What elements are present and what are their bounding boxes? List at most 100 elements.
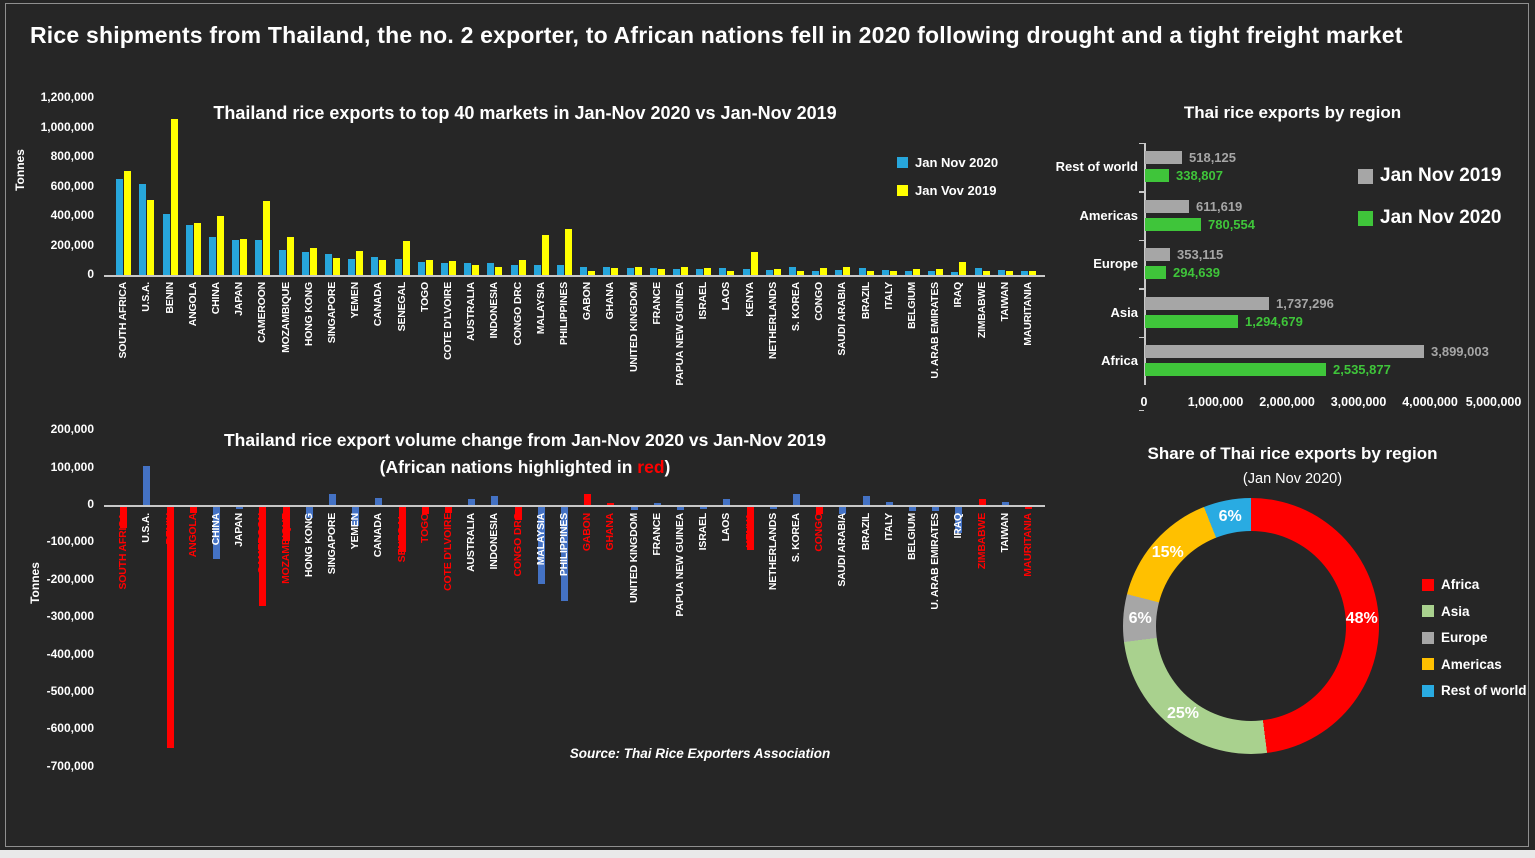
- bar-2020-JAPAN: [232, 240, 240, 275]
- legend-swatch-2019-icon: [897, 185, 908, 196]
- category-label-LAOS: LAOS: [720, 513, 733, 542]
- x-axis-line: [104, 275, 1045, 277]
- legend-item-2019: Jan Vov 2019: [897, 183, 996, 198]
- category-label-TOGO: TOGO: [418, 282, 431, 312]
- donut-legend-label-Europe: Europe: [1441, 630, 1488, 645]
- category-label-ISRAEL: ISRAEL: [697, 282, 710, 320]
- category-label-U.S.A.: U.S.A.: [140, 282, 153, 312]
- bar-2020-CHINA: [208, 237, 216, 275]
- chart-top40-plot-area: 0 200,000 400,000 600,000 800,000 1,000,000 1,…: [0, 85, 1050, 430]
- category-label-CONGO: CONGO: [813, 282, 826, 321]
- bar-2019-PHILIPPINES: [564, 229, 572, 275]
- region-value-2020-Europe: 294,639: [1173, 265, 1220, 280]
- diff-bar-JAPAN: [236, 507, 244, 509]
- y-tick-label: -100,000: [46, 534, 94, 549]
- category-label-KENYA: KENYA: [743, 282, 756, 317]
- region-legend-swatch-2019-icon: [1358, 168, 1373, 184]
- region-bar-2020-Rest of world: [1145, 169, 1169, 182]
- region-bar-2019-Asia: [1145, 296, 1269, 310]
- bar-2020-GHANA: [603, 267, 611, 275]
- category-label-UNITED KINGDOM: UNITED KINGDOM: [627, 282, 640, 372]
- subtitle-prefix: (African nations highlighted in: [379, 457, 638, 477]
- category-tick: [1139, 409, 1144, 411]
- category-label-U.S.A.: U.S.A.: [140, 513, 153, 543]
- category-label-CONGO DRC: CONGO DRC: [511, 282, 524, 346]
- category-label-SENEGAL: SENEGAL: [395, 282, 408, 332]
- bar-2019-YEMEN: [356, 251, 364, 275]
- category-label-LAOS: LAOS: [720, 282, 733, 311]
- bar-2020-U.S.A.: [139, 184, 147, 275]
- category-label-CONGO: CONGO: [813, 513, 826, 552]
- category-label-CANADA: CANADA: [372, 513, 385, 558]
- y-tick-label: 600,000: [50, 178, 94, 193]
- diff-bar-CONGO: [816, 507, 824, 514]
- diff-bar-U. ARAB EMIRATES: [932, 507, 940, 511]
- diff-bar-CHINA: [212, 507, 220, 559]
- diff-bar-YEMEN: [352, 507, 360, 526]
- bar-2020-CANADA: [371, 257, 379, 275]
- category-label-CONGO DRC: CONGO DRC: [511, 513, 524, 577]
- bar-2020-ANGOLA: [185, 225, 193, 275]
- diff-bar-SOUTH AFRICA: [120, 507, 128, 528]
- bar-2019-JAPAN: [240, 239, 248, 275]
- bar-2019-PAPUA NEW GUINEA: [680, 267, 688, 275]
- category-label-SINGAPORE: SINGAPORE: [325, 282, 338, 344]
- y-tick-label: 1,200,000: [40, 90, 94, 104]
- x-tick-label: 3,000,000: [1330, 395, 1387, 409]
- x-tick-label: 1,000,000: [1187, 395, 1244, 409]
- bar-2020-BENIN: [162, 214, 170, 275]
- bar-2019-LAOS: [727, 271, 735, 275]
- bar-2020-SOUTH AFRICA: [116, 179, 124, 275]
- category-label-NETHERLANDS: NETHERLANDS: [766, 282, 779, 360]
- category-label-PHILIPPINES: PHILIPPINES: [557, 513, 570, 577]
- diff-bar-COTE D'LVOIRE: [444, 507, 452, 513]
- bar-2020-S. KOREA: [788, 267, 796, 275]
- region-value-2020-Rest of world: 338,807: [1176, 168, 1223, 183]
- bar-2020-U. ARAB EMIRATES: [928, 271, 936, 275]
- diff-bar-S. KOREA: [792, 494, 800, 505]
- y-tick-label: -200,000: [46, 571, 94, 586]
- diff-bar-UNITED KINGDOM: [630, 507, 638, 510]
- bar-2019-GHANA: [611, 268, 619, 275]
- diff-bar-GABON: [584, 494, 592, 505]
- bar-2019-AUSTRALIA: [472, 265, 480, 275]
- bar-2019-U. ARAB EMIRATES: [936, 269, 944, 275]
- subtitle-highlight-red: red: [637, 457, 665, 477]
- diff-bar-PHILIPPINES: [560, 507, 568, 601]
- diff-bar-SENEGAL: [398, 507, 406, 552]
- bar-2019-INDONESIA: [495, 267, 503, 275]
- category-label-S. KOREA: S. KOREA: [789, 513, 802, 563]
- diff-bar-KENYA: [746, 507, 754, 550]
- bar-2020-BELGIUM: [904, 271, 912, 275]
- bar-2019-ZIMBABWE: [982, 271, 990, 275]
- bar-2020-KENYA: [742, 269, 750, 275]
- bar-2020-ZIMBABWE: [974, 268, 982, 275]
- category-label-MALAYSIA: MALAYSIA: [534, 282, 547, 335]
- category-label-S. KOREA: S. KOREA: [789, 282, 802, 332]
- diff-bar-MALAYSIA: [537, 507, 545, 584]
- category-label-CAMEROON: CAMEROON: [256, 513, 269, 574]
- bar-2019-BELGIUM: [912, 269, 920, 275]
- category-label-MOZAMBIQUE: MOZAMBIQUE: [279, 513, 292, 584]
- page-title: Rice shipments from Thailand, the no. 2 …: [30, 22, 1403, 48]
- bar-2019-ITALY: [889, 271, 897, 275]
- region-value-2020-Americas: 780,554: [1208, 216, 1255, 232]
- region-bar-2019-Africa: [1145, 345, 1424, 358]
- x-tick-label: 5,000,000: [1465, 395, 1522, 409]
- bar-2019-CAMEROON: [263, 201, 271, 275]
- category-tick: [1139, 239, 1144, 242]
- donut-pct-Asia: 25%: [1166, 704, 1199, 722]
- category-label-FRANCE: FRANCE: [650, 282, 663, 325]
- diff-bar-AUSTRALIA: [468, 499, 476, 505]
- category-label-U. ARAB EMIRATES: U. ARAB EMIRATES: [929, 282, 942, 379]
- diff-bar-MAURITANIA: [1024, 507, 1032, 509]
- donut-legend-Americas: Americas: [1422, 657, 1502, 672]
- region-value-2020-Africa: 2,535,877: [1333, 362, 1391, 377]
- bar-2020-SENEGAL: [394, 259, 402, 275]
- category-label-BENIN: BENIN: [163, 513, 176, 545]
- bar-2020-MALAYSIA: [533, 265, 541, 275]
- diff-bar-INDONESIA: [491, 496, 499, 505]
- diff-bar-LAOS: [723, 499, 731, 505]
- diff-bar-GHANA: [607, 503, 615, 505]
- category-label-BENIN: BENIN: [163, 282, 176, 314]
